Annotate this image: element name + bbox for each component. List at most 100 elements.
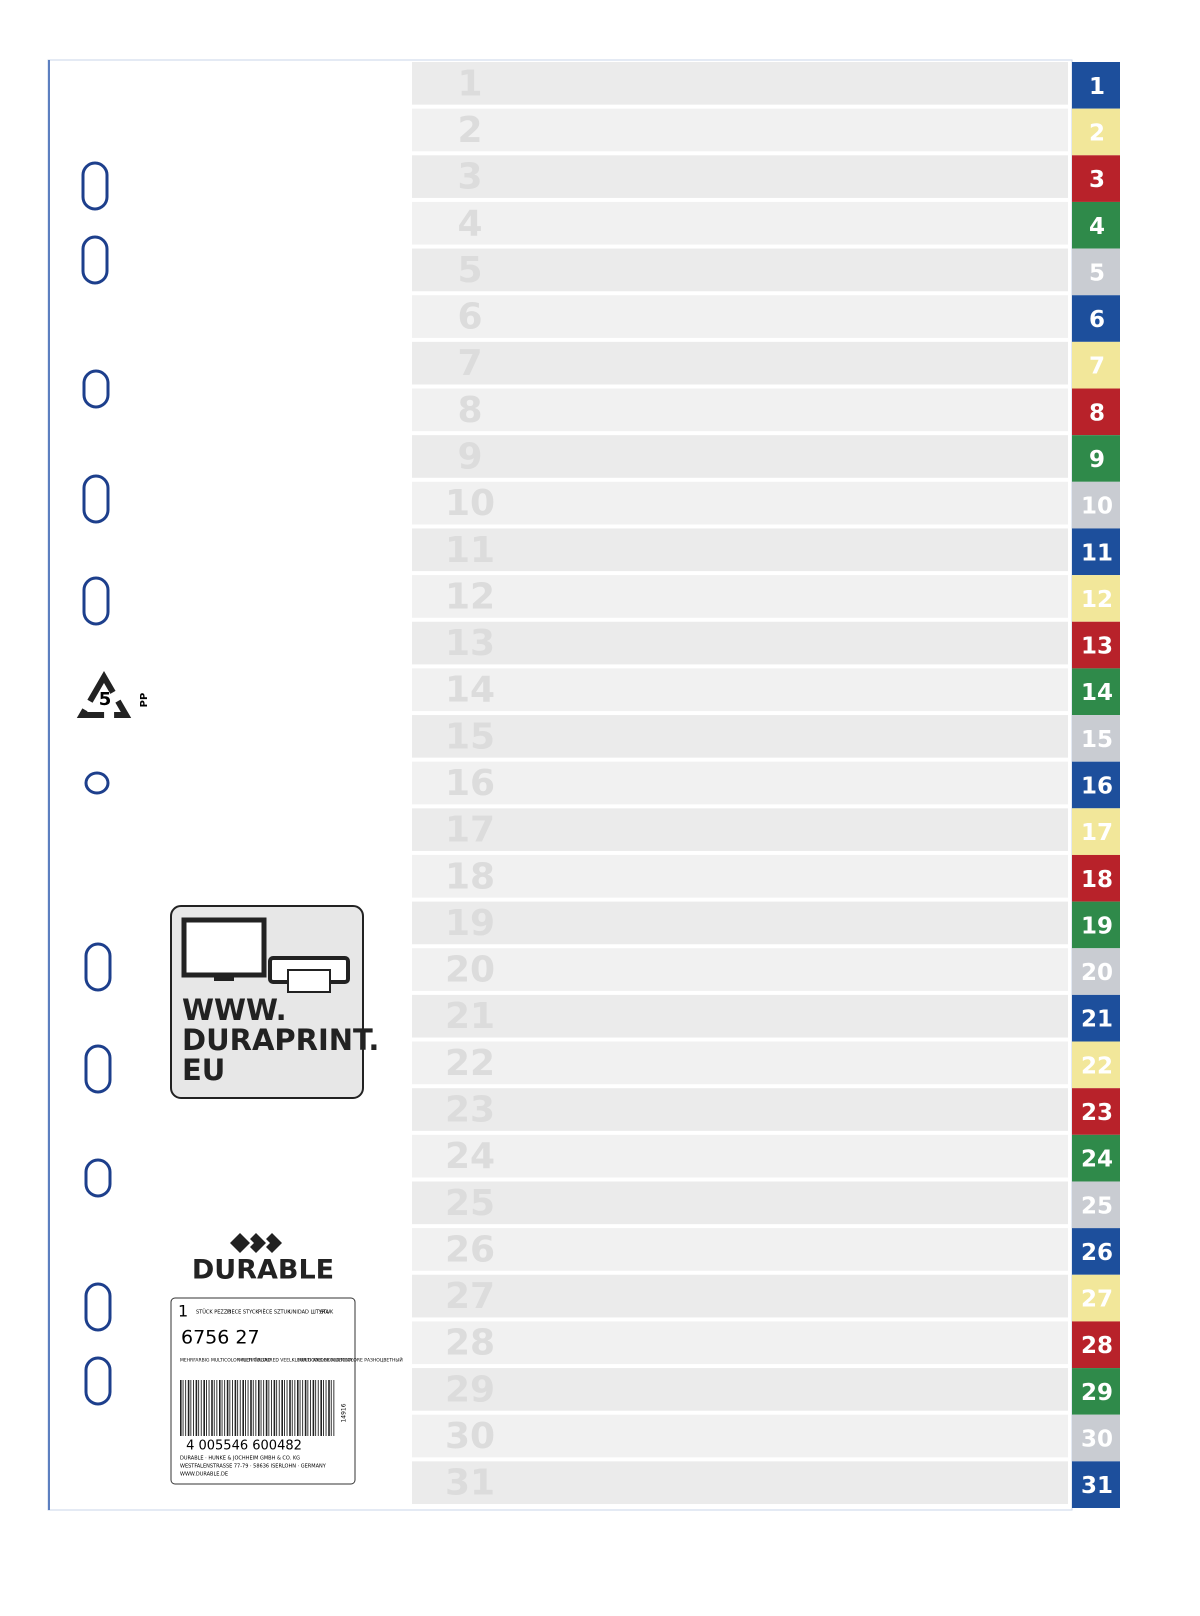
tab-number: 23 (1081, 1100, 1113, 1126)
brand-name: DURABLE (192, 1255, 334, 1286)
barcode-bar (325, 1380, 327, 1436)
tab-number: 19 (1081, 913, 1113, 939)
tab (1072, 901, 1120, 949)
barcode-bar (307, 1380, 309, 1436)
tab (1072, 808, 1120, 855)
address: WWW.DURABLE.DE (180, 1472, 228, 1478)
tab-number: 2 (1089, 120, 1105, 146)
code: 14916 (341, 1403, 348, 1422)
barcode-bar (315, 1380, 317, 1436)
web-box: WWW. DURAPRINT. EU (170, 905, 379, 1099)
barcode-bar (297, 1380, 299, 1436)
row-number: 26 (445, 1229, 495, 1270)
barcode-bar (333, 1380, 335, 1436)
row (412, 808, 1068, 851)
row (412, 62, 1068, 105)
tab (1072, 715, 1120, 762)
row-number: 18 (445, 856, 495, 897)
barcode-bar (252, 1380, 254, 1436)
tab (1072, 248, 1120, 296)
color-text: MULTICOLORE MULTICOLORE РАЗНОЦВЕТНЫЙ (298, 1357, 403, 1364)
tab (1072, 575, 1120, 622)
tab-number: 31 (1081, 1473, 1113, 1499)
tab-number: 14 (1081, 680, 1113, 706)
row (412, 948, 1068, 991)
row (412, 854, 1068, 898)
barcode-bar (281, 1380, 283, 1436)
tab (1072, 948, 1120, 995)
row (412, 435, 1068, 478)
tab (1072, 994, 1120, 1042)
row (412, 201, 1068, 245)
row-number: 16 (445, 763, 495, 804)
tab (1072, 1461, 1120, 1508)
barcode-bar (216, 1380, 218, 1436)
tab-number: 4 (1089, 214, 1105, 240)
row (412, 1134, 1068, 1178)
tab (1072, 668, 1120, 716)
row-number: 14 (445, 670, 495, 711)
barcode-bar (200, 1380, 202, 1436)
barcode-bar (323, 1380, 324, 1436)
row (412, 761, 1068, 805)
row (412, 295, 1068, 338)
row (412, 388, 1068, 432)
barcode-bar (284, 1380, 285, 1436)
barcode-bar (211, 1380, 213, 1436)
tab-number: 3 (1089, 167, 1105, 193)
unit-text: STUK (320, 1310, 334, 1316)
barcode-bar (255, 1380, 257, 1436)
tab-number: 8 (1089, 400, 1105, 426)
barcode-bar (232, 1380, 233, 1436)
brand: DURABLE (192, 1233, 334, 1286)
address: WESTFALENSTRASSE 77-79 · 58636 ISERLOHN … (180, 1464, 327, 1470)
barcode-bar (224, 1380, 226, 1436)
row (412, 994, 1068, 1038)
barcode-number: 4 005546 600482 (186, 1439, 302, 1454)
row-number: 31 (445, 1463, 495, 1504)
tab-number: 7 (1089, 354, 1105, 380)
row (412, 715, 1068, 758)
article: 6756 27 (181, 1327, 260, 1349)
row-number: 24 (445, 1136, 495, 1177)
row (412, 621, 1068, 665)
barcode-bar (312, 1380, 315, 1436)
barcode-bar (185, 1380, 187, 1436)
barcode-bar (330, 1380, 332, 1436)
unit-text: PIÈCE SZTUK (258, 1308, 291, 1316)
tab-number: 21 (1081, 1007, 1113, 1033)
tab-number: 15 (1081, 727, 1113, 753)
tab-number: 13 (1081, 634, 1113, 660)
barcode-bar (239, 1380, 241, 1436)
row-number: 10 (445, 483, 495, 524)
tab-number: 17 (1081, 820, 1113, 846)
row-number: 29 (445, 1369, 495, 1410)
tab (1072, 1368, 1120, 1415)
barcode-bar (198, 1380, 200, 1436)
barcode-bar (250, 1380, 252, 1436)
row (412, 1088, 1068, 1131)
row-number: 17 (445, 810, 495, 851)
row-number: 20 (445, 950, 495, 991)
address: DURABLE · HUNKE & JOCHHEIM GMBH & CO. KG (180, 1456, 300, 1462)
web-text: WWW. (182, 993, 287, 1027)
tab (1072, 435, 1120, 482)
tab (1072, 854, 1120, 902)
row-number: 1 (457, 63, 482, 104)
tab-number: 22 (1081, 1053, 1113, 1079)
barcode-bar (242, 1380, 244, 1436)
row-number: 22 (445, 1043, 495, 1084)
web-text: DURAPRINT. (182, 1023, 379, 1057)
tab (1072, 108, 1120, 156)
tab-number: 24 (1081, 1147, 1113, 1173)
barcode-bar (226, 1380, 229, 1436)
row (412, 528, 1068, 572)
barcode-bar (234, 1380, 237, 1436)
tab-number: 16 (1081, 774, 1113, 800)
row (412, 1414, 1068, 1458)
row (412, 155, 1068, 198)
row (412, 901, 1068, 945)
barcode-bar (317, 1380, 319, 1436)
row-number: 28 (445, 1323, 495, 1364)
